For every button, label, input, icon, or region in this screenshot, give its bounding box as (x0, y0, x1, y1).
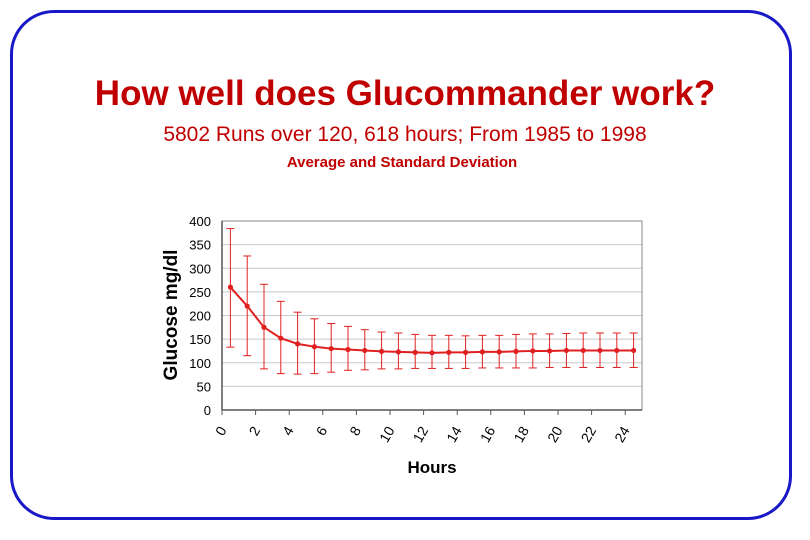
data-point (311, 344, 317, 350)
data-point (479, 349, 485, 355)
x-tick-label: 0 (212, 423, 230, 438)
x-tick-label: 14 (443, 423, 465, 445)
data-point (631, 347, 637, 354)
axes (221, 220, 643, 415)
data-point (614, 347, 620, 354)
x-tick-label: 4 (279, 423, 297, 438)
data-point (597, 347, 603, 354)
x-tick-labels: 0 2 4 6 8 10 12 14 16 18 20 22 24 (212, 423, 633, 445)
x-tick-label: 20 (544, 423, 566, 445)
y-tick-label: 400 (189, 214, 211, 229)
data-point (496, 349, 502, 355)
data-point (295, 341, 301, 347)
x-tick-label: 12 (410, 423, 432, 445)
slide-title: How well does Glucommander work? (94, 74, 716, 113)
data-point (328, 345, 334, 352)
y-tick-label: 150 (189, 332, 211, 347)
data-point (563, 347, 570, 354)
data-point (227, 284, 233, 290)
slide-subtitle: 5802 Runs over 120, 618 hours; From 1985… (163, 123, 647, 146)
slide-frame (10, 10, 792, 520)
data-point (244, 303, 250, 309)
x-tick-label: 16 (477, 423, 499, 445)
y-tick-label: 250 (189, 285, 211, 300)
data-point (580, 347, 586, 354)
x-tick-label: 18 (510, 423, 532, 445)
data-points (227, 284, 637, 356)
y-tick-label: 0 (204, 403, 211, 418)
y-tick-label: 200 (189, 309, 211, 324)
x-axis-label: Hours (407, 458, 456, 477)
y-tick-label: 350 (189, 238, 211, 253)
data-point (530, 348, 536, 354)
x-tick-label: 8 (346, 423, 364, 438)
chart-caption: Average and Standard Deviation (286, 154, 518, 171)
data-point (395, 349, 401, 355)
y-tick-label: 50 (197, 379, 211, 394)
x-tick-label: 24 (611, 423, 633, 445)
data-point (429, 350, 435, 356)
data-point (278, 335, 284, 341)
data-point (345, 346, 351, 353)
y-tick-labels: 0 50 100 150 200 250 300 350 400 (189, 214, 211, 418)
data-point (513, 348, 519, 355)
data-point (547, 348, 553, 354)
data-point (362, 347, 368, 354)
y-tick-label: 100 (189, 356, 211, 371)
x-tick-label: 22 (578, 423, 600, 445)
y-axis-label: Glucose mg/dl (161, 250, 182, 381)
data-point (261, 324, 267, 330)
x-tick-label: 6 (313, 423, 331, 438)
data-point (446, 349, 452, 355)
data-point (412, 349, 418, 355)
data-point (379, 348, 385, 355)
data-point (463, 349, 469, 355)
x-tick-label: 2 (245, 423, 263, 438)
y-tick-label: 300 (189, 261, 211, 276)
x-tick-label: 10 (376, 423, 398, 445)
